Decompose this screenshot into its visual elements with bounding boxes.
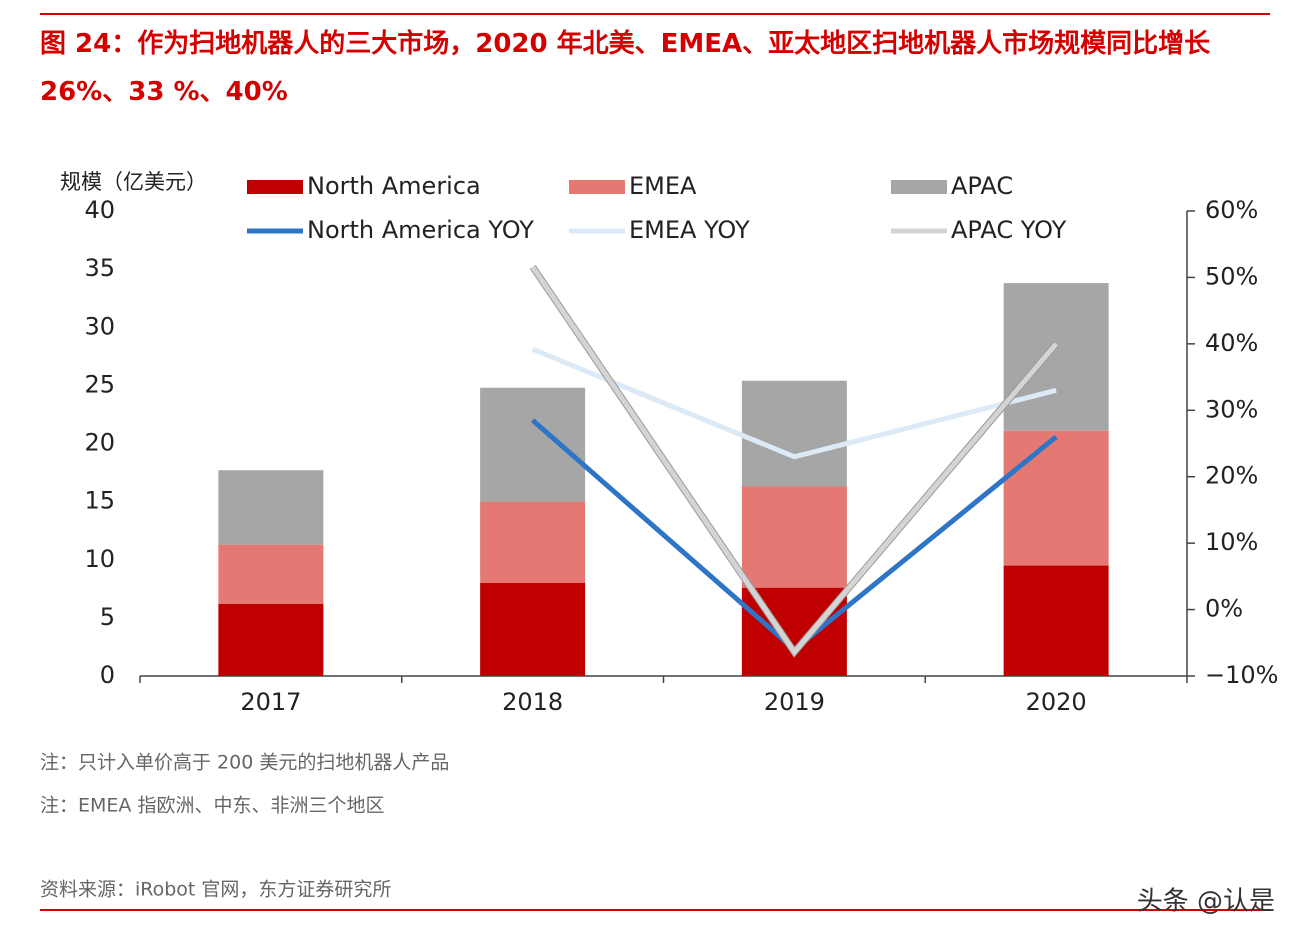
y-tick-label: 20: [84, 429, 115, 457]
bar: [1003, 283, 1109, 431]
y2-tick-label: 0%: [1205, 595, 1243, 623]
y-tick-label: 15: [84, 487, 115, 515]
bar: [1003, 565, 1109, 676]
legend-label: EMEA: [629, 172, 697, 200]
bar: [218, 544, 324, 604]
y-tick-label: 35: [84, 254, 115, 282]
y2-tick-label: 20%: [1205, 462, 1258, 490]
note: 注：EMEA 指欧洲、中东、非洲三个地区: [40, 795, 384, 817]
legend-swatch: [247, 180, 303, 194]
legend-swatch: [891, 180, 947, 194]
y2-tick-label: 60%: [1205, 196, 1258, 224]
y-axis-label: 规模（亿美元）: [60, 170, 207, 194]
bar: [218, 470, 324, 545]
legend-label: APAC YOY: [951, 216, 1067, 244]
y2-tick-label: 10%: [1205, 528, 1258, 556]
title: 图 24：作为扫地机器人的三大市场，2020 年北美、EMEA、亚太地区扫地机器…: [40, 29, 1211, 107]
x-tick-label: 2019: [764, 688, 825, 716]
line: [531, 346, 1057, 460]
legend-label: APAC: [951, 172, 1013, 200]
y2-tick-label: −10%: [1205, 661, 1278, 689]
y-tick-label: 25: [84, 370, 115, 398]
x-tick-label: 2020: [1026, 688, 1087, 716]
y-tick-label: 5: [100, 603, 115, 631]
bar: [741, 380, 847, 487]
watermark: 头条 @认是: [1137, 887, 1275, 917]
legend-label: EMEA YOY: [629, 216, 750, 244]
bar: [218, 603, 324, 676]
legend-label: North America: [307, 172, 481, 200]
y-tick-label: 0: [100, 661, 115, 689]
y2-tick-label: 50%: [1205, 262, 1258, 290]
bar: [741, 486, 847, 588]
y-tick-label: 10: [84, 545, 115, 573]
line: [530, 265, 1059, 657]
y-tick-label: 30: [84, 312, 115, 340]
y-tick-label: 40: [84, 196, 115, 224]
y2-tick-label: 40%: [1205, 329, 1258, 357]
bar: [1003, 430, 1109, 566]
x-tick-label: 2017: [240, 688, 301, 716]
y2-tick-label: 30%: [1205, 395, 1258, 423]
x-tick-label: 2018: [502, 688, 563, 716]
source: 资料来源：iRobot 官网，东方证券研究所: [40, 879, 391, 901]
bar: [480, 501, 586, 583]
bar: [480, 583, 586, 676]
bar: [480, 387, 586, 502]
legend-label: North America YOY: [307, 216, 534, 244]
legend-swatch: [569, 180, 625, 194]
note: 注：只计入单价高于 200 美元的扫地机器人产品: [40, 752, 449, 774]
